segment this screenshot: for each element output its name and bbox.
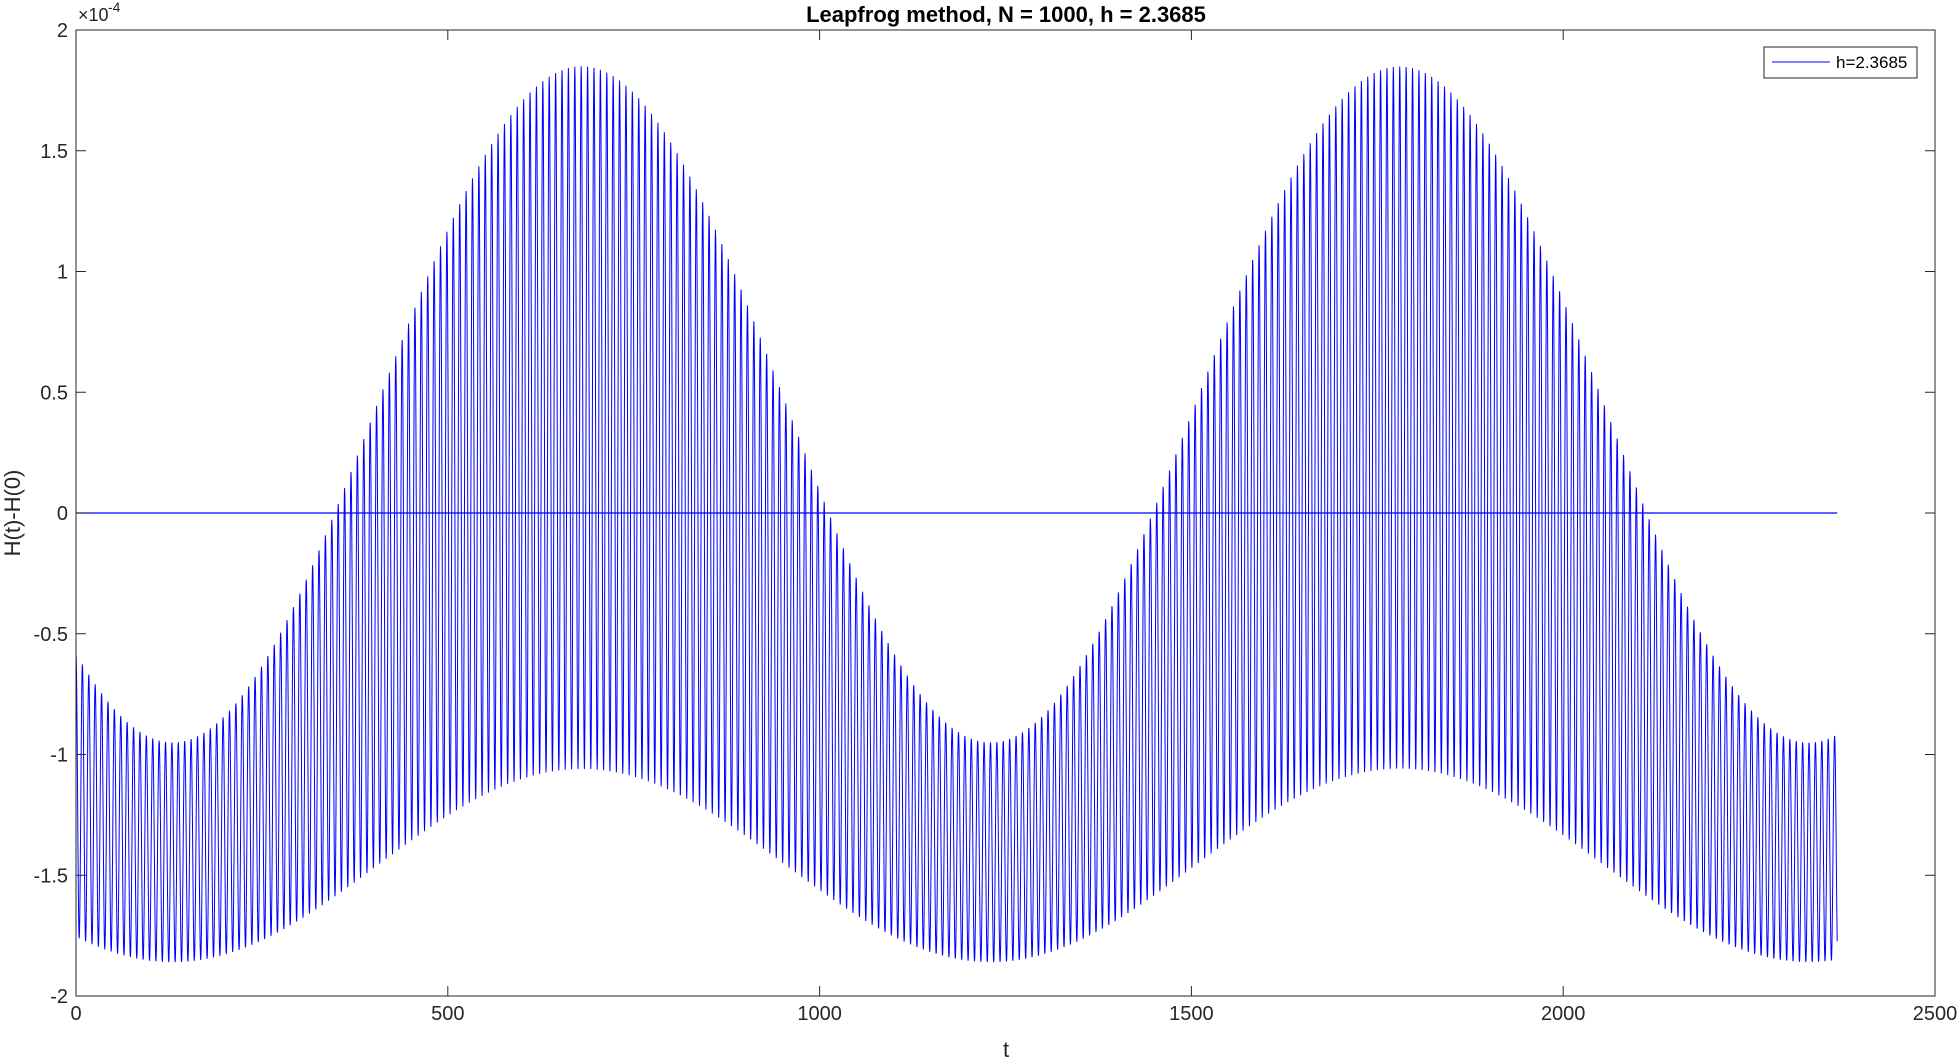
x-tick-label: 0 [70,1003,81,1025]
y-tick-label: -1.5 [34,865,68,887]
legend-entry-label: h=2.3685 [1836,53,1907,72]
y-tick-label: 1 [57,262,68,284]
y-tick-label: -1 [50,745,68,767]
series-group [75,66,1838,963]
y-exponent: ×10 -4 [78,0,121,25]
x-tick-label: 1000 [797,1003,842,1025]
y-tick-label: -0.5 [34,624,68,646]
y-tick-label: 0.5 [40,382,68,404]
x-tick-label: 2500 [1913,1003,1958,1025]
y-tick-label: 2 [57,20,68,42]
x-axis-label: t [1003,1037,1009,1059]
x-tick-label: 2000 [1541,1003,1586,1025]
axes: 0 500 1000 1500 2000 2500 -2 -1.5 -1 -0.5 0 0.5 1 1.… [34,20,1958,1025]
y-exponent-base: ×10 [78,5,109,25]
y-ticks: -2 -1.5 -1 -0.5 0 0.5 1 1.5 2 [34,20,1935,1008]
legend: h=2.3685 [1763,46,1918,79]
x-tick-label: 500 [431,1003,464,1025]
chart-title: Leapfrog method, N = 1000, h = 2.3685 [806,2,1206,27]
y-exponent-power: -4 [108,0,121,15]
y-tick-label: 0 [57,503,68,525]
y-axis-label: H(t)-H(0) [0,470,25,557]
y-tick-label: -2 [50,986,68,1008]
x-ticks: 0 500 1000 1500 2000 2500 [70,30,1957,1025]
series-line-energy-error [75,66,1838,963]
x-tick-label: 1500 [1169,1003,1214,1025]
y-tick-label: 1.5 [40,141,68,163]
